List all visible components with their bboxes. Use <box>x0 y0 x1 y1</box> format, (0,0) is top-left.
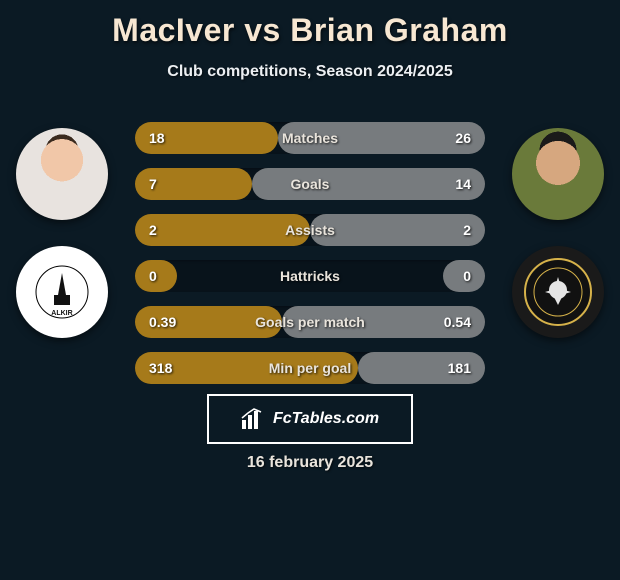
stat-bar-left: 2 <box>135 214 310 246</box>
stat-bar-left: 0.39 <box>135 306 282 338</box>
date-text: 16 february 2025 <box>0 454 620 472</box>
stat-value-left: 7 <box>149 176 157 192</box>
svg-text:ALKIR: ALKIR <box>51 310 72 317</box>
player-right-club-badge <box>512 246 604 338</box>
club-crest-icon <box>523 257 593 327</box>
stat-bar-right: 2 <box>310 214 485 246</box>
stat-bar-left: 0 <box>135 260 177 292</box>
stat-value-right: 0.54 <box>444 314 471 330</box>
stat-row: 22Assists <box>135 214 485 246</box>
stat-value-left: 318 <box>149 360 172 376</box>
stat-value-right: 2 <box>463 222 471 238</box>
watermark-text: FcTables.com <box>273 410 379 428</box>
left-column: ALKIR <box>12 128 112 338</box>
stats-bars: 1826Matches714Goals22Assists00Hattricks0… <box>135 122 485 384</box>
stat-bar-left: 318 <box>135 352 358 384</box>
stat-bar-left: 18 <box>135 122 278 154</box>
stat-bar-left: 7 <box>135 168 252 200</box>
stat-value-right: 14 <box>455 176 471 192</box>
stat-bar-right: 14 <box>252 168 485 200</box>
player-right-photo <box>512 128 604 220</box>
stat-row: 0 0Hattricks <box>135 260 485 292</box>
club-crest-icon: ALKIR <box>35 265 89 319</box>
comparison-infographic: MacIver vs Brian Graham Club competition… <box>0 0 620 580</box>
stat-value-left: 0 <box>149 268 157 284</box>
page-title: MacIver vs Brian Graham <box>0 0 620 49</box>
player-left-photo <box>16 128 108 220</box>
stat-row: 318181Min per goal <box>135 352 485 384</box>
chart-icon <box>241 408 267 430</box>
stat-bar-right: 0.54 <box>282 306 485 338</box>
subtitle: Club competitions, Season 2024/2025 <box>0 63 620 81</box>
watermark: FcTables.com <box>207 394 413 444</box>
stat-label: Hattricks <box>135 268 485 284</box>
stat-value-left: 2 <box>149 222 157 238</box>
stat-bar-right: 0 <box>443 260 485 292</box>
stat-value-left: 18 <box>149 130 165 146</box>
right-column <box>508 128 608 338</box>
stat-row: 714Goals <box>135 168 485 200</box>
stat-bar-right: 26 <box>278 122 485 154</box>
stat-value-right: 181 <box>448 360 471 376</box>
stat-value-right: 26 <box>455 130 471 146</box>
player-left-club-badge: ALKIR <box>16 246 108 338</box>
stat-value-right: 0 <box>463 268 471 284</box>
stat-bar-right: 181 <box>358 352 485 384</box>
stat-value-left: 0.39 <box>149 314 176 330</box>
stat-row: 0.390.54Goals per match <box>135 306 485 338</box>
stat-row: 1826Matches <box>135 122 485 154</box>
